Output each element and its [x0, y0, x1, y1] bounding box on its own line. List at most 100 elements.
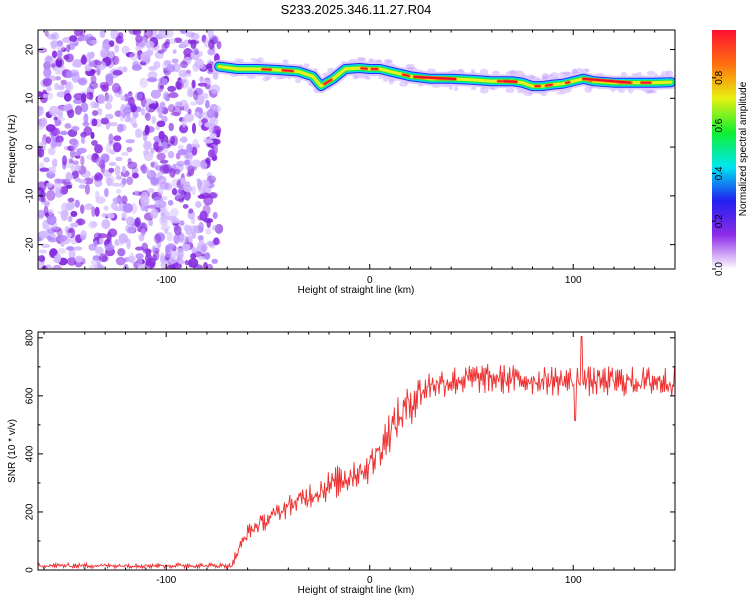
- noise-blob: [38, 230, 49, 239]
- noise-blob: [111, 82, 121, 94]
- noise-blob: [128, 52, 140, 61]
- noise-blob: [150, 208, 159, 219]
- noise-blob: [71, 202, 76, 209]
- noise-blob: [188, 151, 193, 162]
- noise-blob: [210, 84, 221, 94]
- noise-blob: [47, 166, 57, 174]
- noise-blob: [141, 166, 150, 174]
- noise-blob: [116, 123, 124, 133]
- noise-blob: [188, 208, 194, 214]
- noise-blob: [184, 190, 191, 201]
- ridge-peak-segment: [565, 81, 571, 84]
- noise-blob: [127, 226, 136, 234]
- colorbar-gradient: [712, 30, 736, 269]
- noise-blob: [48, 105, 60, 117]
- noise-blob: [167, 199, 174, 206]
- noise-blob: [192, 47, 199, 55]
- noise-blob: [38, 261, 42, 268]
- noise-blob: [165, 249, 172, 259]
- noise-blob: [121, 45, 130, 55]
- noise-blob: [200, 92, 209, 100]
- noise-blob: [153, 233, 162, 244]
- noise-blob: [167, 104, 176, 113]
- noise-blob: [213, 237, 220, 246]
- noise-blob: [190, 39, 197, 50]
- noise-blob: [166, 243, 176, 250]
- ridge-peak-segment: [360, 67, 368, 70]
- noise-blob: [108, 122, 119, 127]
- noise-blob: [131, 172, 139, 179]
- noise-blob: [47, 225, 57, 231]
- noise-blob: [73, 92, 84, 101]
- noise-blob: [159, 85, 164, 90]
- noise-blob: [159, 101, 166, 109]
- noise-blob: [65, 184, 73, 189]
- noise-blob: [43, 201, 50, 208]
- noise-blob: [90, 101, 97, 109]
- noise-blob: [65, 174, 74, 180]
- ridge-halo-blob: [505, 87, 515, 93]
- noise-blob: [195, 201, 202, 208]
- noise-blob: [107, 212, 115, 219]
- noise-blob: [129, 252, 135, 262]
- noise-blob: [104, 113, 114, 120]
- noise-blob: [38, 209, 45, 218]
- noise-blob: [94, 206, 100, 217]
- noise-blob: [85, 33, 94, 39]
- snr-x-tick-label: 0: [367, 575, 373, 586]
- noise-blob: [158, 112, 163, 119]
- noise-blob: [105, 175, 115, 184]
- noise-blob: [106, 177, 113, 187]
- noise-blob: [171, 58, 179, 64]
- noise-blob: [42, 93, 48, 99]
- noise-blob: [126, 176, 134, 186]
- spectrogram-y-axis-label: Frequency (Hz): [7, 115, 18, 184]
- snr-plot-area: [38, 335, 675, 570]
- noise-blob: [45, 124, 56, 132]
- spectrogram-y-tick-label: -20: [25, 237, 36, 252]
- noise-blob: [161, 78, 168, 86]
- noise-blob: [46, 86, 52, 92]
- noise-blob: [71, 144, 78, 151]
- noise-blob: [94, 60, 103, 66]
- noise-blob: [84, 184, 91, 195]
- noise-blob: [80, 170, 92, 178]
- noise-blob: [173, 225, 182, 236]
- noise-blob: [64, 225, 69, 233]
- noise-blob: [207, 30, 214, 39]
- noise-blob: [108, 40, 115, 48]
- ridge-halo-blob: [453, 85, 459, 92]
- spectrogram-y-tick-label: 10: [25, 92, 36, 104]
- noise-blob: [104, 93, 114, 104]
- noise-blob: [147, 71, 158, 79]
- noise-blob: [186, 86, 195, 95]
- ridge-halo-blob: [470, 86, 477, 91]
- noise-blob: [125, 139, 136, 144]
- noise-blob: [108, 133, 114, 144]
- noise-blob: [56, 44, 65, 52]
- noise-blob: [57, 110, 64, 119]
- noise-blob: [43, 205, 49, 216]
- noise-blob: [144, 124, 150, 136]
- noise-blob: [43, 156, 50, 163]
- noise-blob: [143, 30, 153, 39]
- noise-blob: [72, 160, 79, 166]
- ridge-halo-blob: [399, 81, 408, 87]
- noise-blob: [131, 64, 142, 71]
- noise-blob: [120, 95, 126, 101]
- noise-blob: [140, 96, 147, 108]
- noise-blob: [40, 196, 46, 203]
- noise-blob: [111, 202, 118, 210]
- ridge-halo-blob: [584, 68, 590, 73]
- noise-blob: [77, 218, 83, 226]
- noise-blob: [159, 164, 170, 175]
- colorbar-label: Normalized spectral amplitude: [738, 81, 749, 216]
- noise-blob: [78, 184, 86, 189]
- colorbar: 0.0 0.2 0.4 0.6 0.8 Normalized spectral ampl…: [712, 30, 749, 276]
- noise-blob: [165, 38, 171, 45]
- noise-blob: [104, 243, 115, 251]
- noise-blob: [193, 90, 198, 101]
- snr-y-tick-label: 400: [25, 445, 36, 462]
- noise-blob: [140, 108, 146, 116]
- noise-blob: [71, 125, 80, 132]
